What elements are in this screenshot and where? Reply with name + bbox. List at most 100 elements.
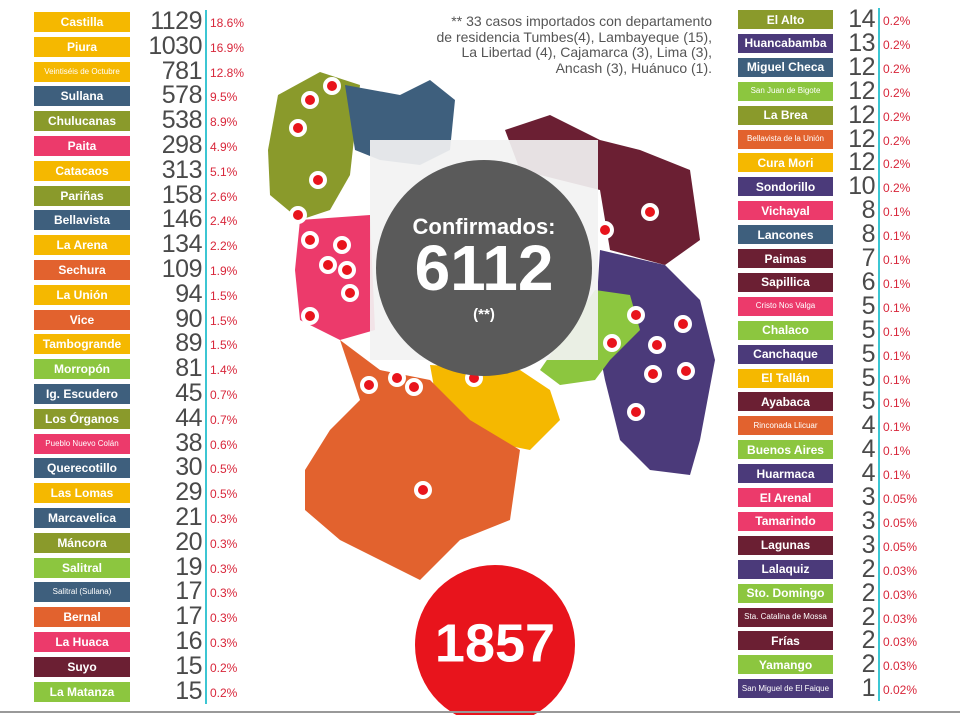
case-count: 2: [861, 650, 876, 679]
district-label: Pueblo Nuevo Colán: [34, 433, 130, 454]
case-percent: 0.2%: [883, 85, 911, 100]
divider: [878, 8, 880, 702]
district-label: La Arena: [34, 235, 130, 256]
case-count: 109: [161, 255, 203, 283]
district-label: El Alto: [738, 10, 833, 29]
footnote-line: de residencia Tumbes(4), Lambayeque (15)…: [436, 28, 712, 45]
footnote: ** 33 casos importados con departamento d…: [436, 13, 712, 76]
case-count: 44: [175, 403, 202, 432]
district-label: Los Órganos: [34, 408, 130, 429]
district-label: Paimas: [738, 249, 833, 268]
district-label: Salitral: [34, 557, 130, 578]
district-label: Querecotillo: [34, 458, 130, 479]
district-label: San Juan de Bigote: [738, 81, 833, 101]
case-count: 1030: [148, 31, 202, 60]
case-count: 89: [175, 329, 202, 358]
case-count: 134: [161, 230, 203, 259]
district-label: Tambogrande: [34, 334, 130, 355]
district-label: El Arenal: [738, 488, 833, 507]
case-percent: 0.7%: [210, 412, 238, 427]
district-label: Huancabamba: [738, 33, 833, 53]
case-count: 19: [175, 552, 202, 581]
case-percent: 0.05%: [883, 515, 918, 530]
case-count: 45: [175, 379, 202, 407]
case-percent: 12.8%: [210, 65, 245, 80]
case-percent: 0.03%: [883, 563, 918, 578]
case-percent: 0.2%: [883, 109, 911, 124]
district-label: Pariñas: [34, 185, 130, 206]
case-count: 5: [861, 363, 876, 392]
case-percent: 0.05%: [883, 539, 918, 554]
district-label: Lagunas: [738, 535, 833, 555]
case-percent: 0.6%: [210, 437, 238, 452]
district-label: Buenos Aires: [738, 440, 833, 460]
case-percent: 0.03%: [883, 587, 918, 602]
case-count: 538: [161, 106, 203, 135]
case-count: 12: [848, 124, 875, 153]
district-label: Rinconada Llicuar: [738, 416, 833, 436]
case-percent: 0.1%: [883, 253, 911, 267]
case-count: 2: [861, 578, 876, 607]
case-percent: 2.6%: [210, 189, 238, 204]
district-label: Las Lomas: [34, 483, 130, 504]
district-label: Chulucanas: [34, 111, 130, 132]
district-label: Cura Mori: [738, 153, 833, 173]
district-label: Sondorillo: [738, 177, 833, 197]
district-label: Yamango: [738, 655, 833, 675]
case-percent: 0.3%: [210, 561, 238, 576]
case-count: 578: [161, 81, 203, 110]
case-count: 313: [161, 155, 203, 184]
district-label: Vichayal: [738, 201, 833, 221]
district-label: Bellavista de la Unión: [738, 129, 833, 149]
district-label: Lancones: [738, 225, 833, 245]
case-percent: 1.5%: [210, 338, 238, 353]
case-count: 12: [848, 76, 875, 105]
district-label: El Tallán: [738, 368, 833, 388]
confirmed-label: Confirmados:: [413, 214, 556, 239]
case-count: 158: [161, 180, 203, 209]
district-label: Bernal: [34, 607, 130, 628]
case-percent: 0.2%: [883, 157, 911, 172]
case-percent: 0.03%: [883, 635, 918, 650]
district-label: Ig. Escudero: [34, 384, 130, 404]
case-percent: 0.1%: [883, 372, 911, 387]
case-percent: 0.1%: [883, 229, 911, 244]
district-label: Veintiséis de Octubre: [34, 61, 130, 82]
case-percent: 0.7%: [210, 388, 238, 402]
case-count: 15: [175, 651, 202, 680]
district-label: Lalaquiz: [738, 559, 833, 579]
case-percent: 0.2%: [883, 133, 911, 148]
district-label: Frías: [738, 631, 833, 651]
case-percent: 0.2%: [883, 181, 911, 196]
case-percent: 0.2%: [883, 37, 911, 52]
case-percent: 0.03%: [883, 659, 918, 674]
case-percent: 2.4%: [210, 214, 238, 229]
case-percent: 5.1%: [210, 164, 238, 179]
case-percent: 1.9%: [210, 264, 238, 278]
district-label: Morropón: [34, 359, 130, 380]
case-percent: 1.4%: [210, 363, 238, 378]
case-percent: 0.1%: [883, 444, 911, 459]
case-count: 4: [861, 411, 876, 440]
case-percent: 0.2%: [883, 61, 911, 76]
confirmed-total: 6112: [415, 232, 554, 304]
district-label: Sto. Domingo: [738, 583, 833, 603]
case-percent: 0.1%: [883, 205, 911, 220]
district-label: Huarmaca: [738, 464, 833, 484]
district-label: Chalaco: [738, 320, 833, 340]
case-percent: 9.5%: [210, 90, 238, 105]
case-count: 5: [861, 291, 876, 320]
district-label: Ayabaca: [738, 392, 833, 412]
case-percent: 2.2%: [210, 239, 238, 254]
case-count: 20: [175, 527, 202, 556]
case-percent: 0.1%: [883, 324, 911, 339]
district-label: Tamarindo: [738, 511, 833, 531]
case-percent: 0.3%: [210, 586, 238, 601]
district-label: La Huaca: [34, 632, 130, 652]
district-label: Marcavelica: [34, 508, 130, 528]
case-percent: 0.02%: [883, 683, 918, 698]
case-percent: 0.1%: [883, 348, 911, 363]
case-count: 17: [175, 602, 202, 631]
case-percent: 1.5%: [210, 313, 238, 328]
